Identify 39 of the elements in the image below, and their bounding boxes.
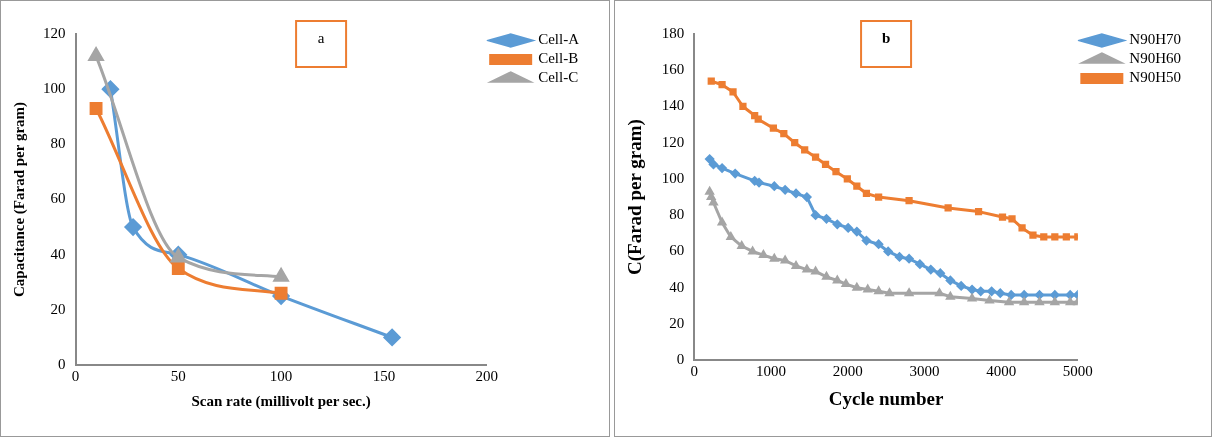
legend-label: Cell-C — [538, 69, 579, 86]
y-tick-label: 60 — [669, 242, 685, 259]
x-axis-title: Scan rate (millivolt per sec.) — [191, 392, 371, 410]
legend-label: Cell-B — [538, 50, 579, 67]
y-axis-title: C(Farad per gram) — [624, 119, 647, 276]
x-tick-label: 100 — [269, 367, 293, 384]
y-tick-label: 160 — [661, 61, 685, 78]
chart-title: b — [881, 29, 891, 46]
y-tick-label: 20 — [50, 300, 66, 317]
x-tick-label: 4000 — [986, 363, 1017, 380]
legend-label: N90H60 — [1129, 50, 1182, 67]
y-tick-label: 40 — [669, 278, 685, 295]
legend-label: N90H70 — [1129, 31, 1182, 48]
x-tick-label: 0 — [71, 367, 80, 384]
y-tick-label: 100 — [661, 169, 685, 186]
y-tick-label: 100 — [43, 80, 66, 97]
y-tick-label: 80 — [50, 135, 66, 152]
y-tick-label: 20 — [669, 314, 685, 331]
legend-label: Cell-A — [538, 31, 580, 48]
x-tick-label: 50 — [170, 367, 186, 384]
x-tick-label: 1000 — [756, 363, 787, 380]
x-tick-label: 3000 — [909, 363, 940, 380]
legend-label: N90H50 — [1129, 69, 1182, 86]
y-tick-label: 140 — [661, 97, 685, 114]
x-tick-label: 150 — [372, 367, 396, 384]
x-tick-label: 0 — [690, 363, 699, 380]
x-axis-title: Cycle number — [828, 387, 944, 409]
chart-title: a — [317, 29, 325, 46]
y-tick-label: 180 — [661, 24, 685, 41]
x-tick-label: 5000 — [1062, 363, 1093, 380]
y-tick-label: 120 — [661, 133, 685, 150]
y-tick-label: 80 — [669, 206, 685, 223]
y-axis-title: Capacitance (Farad per gram) — [10, 101, 28, 298]
y-tick-label: 60 — [50, 190, 66, 207]
y-tick-label: 120 — [43, 24, 66, 41]
y-tick-label: 0 — [676, 351, 685, 368]
x-tick-label: 2000 — [832, 363, 863, 380]
x-tick-label: 200 — [475, 367, 498, 384]
y-tick-label: 40 — [50, 245, 66, 262]
